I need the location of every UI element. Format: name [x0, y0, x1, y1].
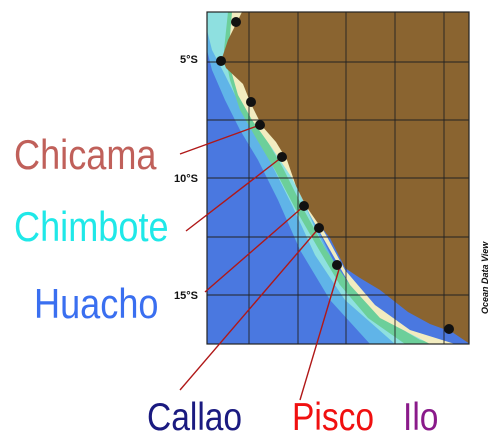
station-marker [299, 201, 309, 211]
grid-lines [207, 12, 469, 344]
port-label-chimbote: Chimbote [14, 203, 169, 250]
latitude-label-5s: 5°S [180, 54, 198, 66]
port-label-chicama: Chicama [14, 131, 157, 178]
port-label-pisco: Pisco [292, 396, 375, 439]
station-markers [216, 17, 454, 334]
station-marker [444, 324, 454, 334]
port-label-callao: Callao [147, 396, 243, 439]
callao-leader-line [179, 227, 320, 391]
map-frame [206, 11, 470, 345]
huacho-leader-line [204, 205, 305, 293]
station-marker [231, 17, 241, 27]
pisco-leader-line [299, 265, 341, 401]
latitude-label-10s: 10°S [174, 173, 198, 185]
station-marker [277, 152, 287, 162]
station-marker [314, 223, 324, 233]
port-label-ilo: Ilo [403, 396, 439, 439]
station-marker [246, 97, 256, 107]
station-marker [255, 120, 265, 130]
leader-lines [179, 124, 341, 401]
port-label-huacho: Huacho [34, 280, 159, 327]
ocean-data-view-credit: Ocean Data View [480, 241, 490, 314]
station-marker [332, 260, 342, 270]
chimbote-leader-line [185, 156, 283, 232]
latitude-label-15s: 15°S [174, 290, 198, 302]
station-marker [216, 56, 226, 66]
chicama-leader-line [179, 124, 261, 155]
